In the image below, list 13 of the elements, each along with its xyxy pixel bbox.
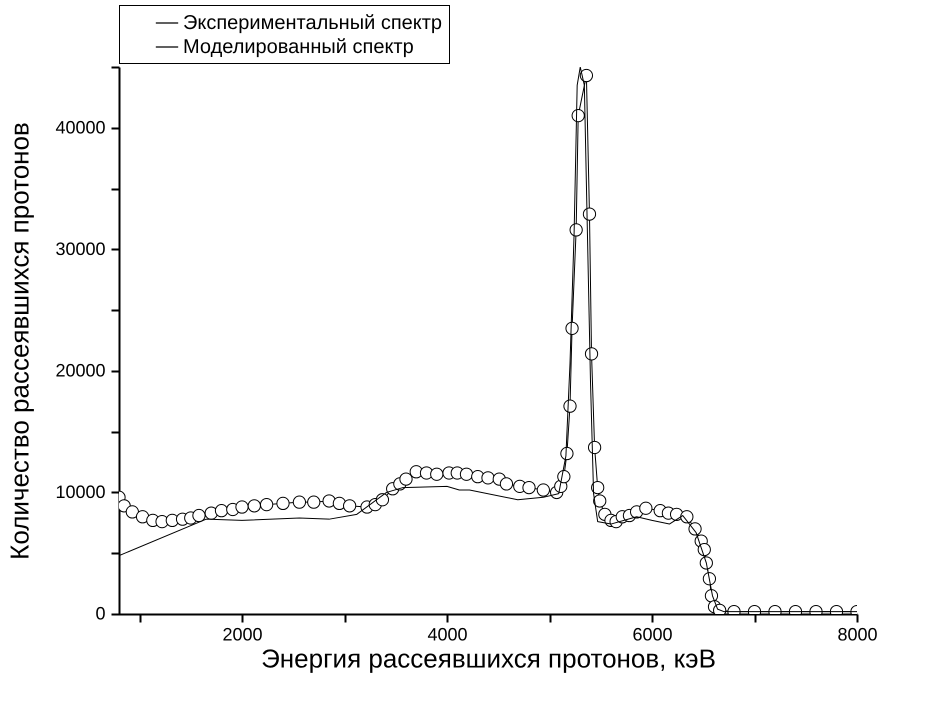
x-tick-label: 2000 (222, 624, 263, 644)
y-axis-title: Количество рассеявшихся протонов (4, 122, 34, 560)
y-tick-label: 20000 (55, 360, 106, 380)
legend-label: Экспериментальный спектр (183, 12, 442, 34)
x-axis-title: Энергия рассеявшихся протонов, кэВ (261, 644, 716, 674)
x-tick-label: 6000 (632, 624, 673, 644)
x-tick-label: 8000 (837, 624, 878, 644)
x-tick-label: 4000 (427, 624, 468, 644)
y-tick-label: 0 (95, 604, 106, 624)
y-tick-label: 10000 (55, 482, 106, 502)
legend-label: Моделированный спектр (183, 36, 414, 58)
y-tick-label: 30000 (55, 238, 106, 259)
y-tick-label: 40000 (55, 117, 106, 138)
